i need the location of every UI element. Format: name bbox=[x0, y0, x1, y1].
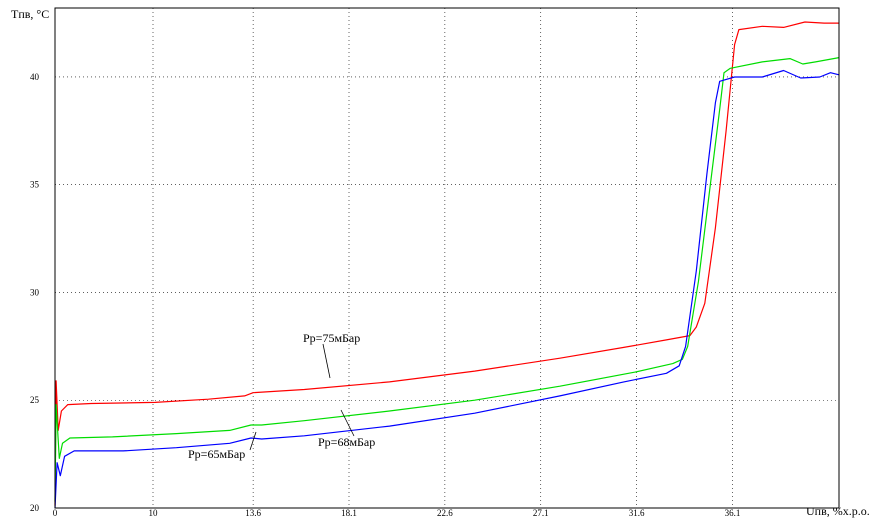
x-tick-label: 27.1 bbox=[533, 508, 549, 518]
series-lines bbox=[54, 21, 840, 509]
annotation-label-68: Pр=68мБар bbox=[318, 435, 375, 449]
annotation-label-75: Pр=75мБар bbox=[303, 331, 360, 345]
x-tick-label: 13.6 bbox=[245, 508, 261, 518]
tick-labels: 0 10 13.6 18.1 22.6 27.1 31.6 36.1 20 25 30 35 40 bbox=[30, 72, 740, 518]
x-tick-label: 36.1 bbox=[725, 508, 741, 518]
series-line-0 bbox=[54, 21, 839, 506]
series-line-1 bbox=[54, 57, 840, 502]
x-tick-label: 31.6 bbox=[629, 508, 645, 518]
x-axis-title: Uпв, %х.р.о. bbox=[806, 504, 870, 518]
x-tick-label: 10 bbox=[149, 508, 159, 518]
annotation-leader-68 bbox=[340, 409, 355, 437]
x-tick-label: 18.1 bbox=[341, 508, 357, 518]
y-tick-label: 25 bbox=[30, 395, 40, 405]
annotation-label-65: Pр=65мБар bbox=[188, 447, 245, 461]
annotation-leader-65 bbox=[249, 431, 257, 451]
grid-lines bbox=[55, 8, 839, 508]
y-axis-title: Tпв, °C bbox=[11, 7, 49, 21]
x-tick-label: 0 bbox=[53, 508, 58, 518]
annotation-leader-75 bbox=[322, 343, 331, 379]
annotations: Pр=75мБар Pр=68мБар Pр=65мБар bbox=[188, 331, 375, 461]
x-tick-label: 22.6 bbox=[437, 508, 453, 518]
y-tick-label: 40 bbox=[30, 72, 40, 82]
y-tick-label: 30 bbox=[30, 287, 40, 297]
plot-frame bbox=[54, 7, 840, 509]
series-line-2 bbox=[54, 69, 840, 509]
y-tick-label: 35 bbox=[30, 180, 40, 190]
y-tick-label: 20 bbox=[30, 503, 40, 513]
